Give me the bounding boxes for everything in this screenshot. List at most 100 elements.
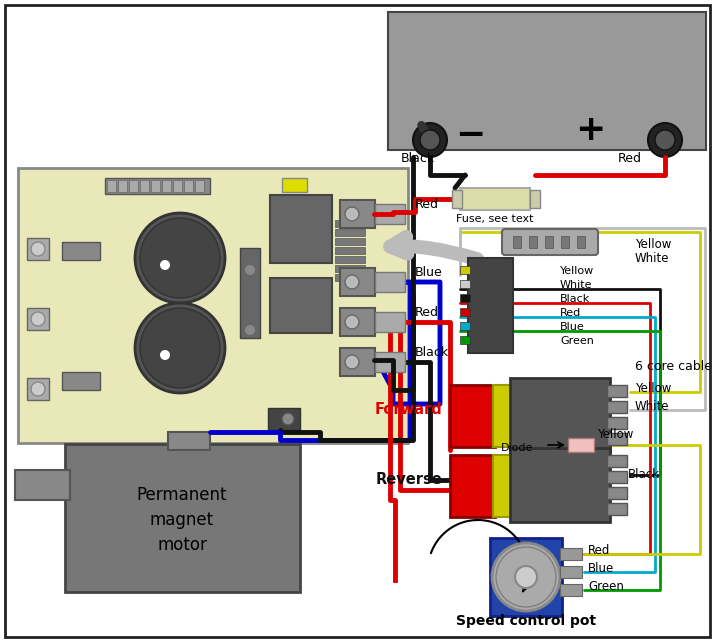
Circle shape	[345, 207, 359, 221]
Bar	[545, 236, 553, 248]
Bar	[282, 178, 307, 192]
Bar	[340, 348, 375, 376]
Circle shape	[492, 543, 560, 611]
Bar	[375, 312, 405, 332]
Text: Reverse: Reverse	[375, 472, 442, 487]
Text: Black: Black	[415, 346, 449, 359]
Bar	[460, 308, 470, 316]
Bar	[460, 294, 470, 302]
Circle shape	[345, 355, 359, 369]
Bar	[460, 266, 470, 274]
Circle shape	[135, 213, 225, 303]
Text: Forward: Forward	[374, 402, 442, 417]
Text: Red: Red	[560, 308, 581, 318]
Bar	[335, 256, 365, 263]
Bar	[490, 538, 562, 616]
Bar	[15, 470, 70, 500]
Bar	[513, 236, 521, 248]
Bar	[468, 258, 513, 353]
Text: Blue: Blue	[588, 562, 614, 575]
Bar	[375, 204, 405, 224]
Bar	[561, 236, 569, 248]
Bar	[375, 352, 405, 372]
Bar	[452, 190, 462, 208]
Bar	[607, 433, 627, 445]
Text: Black: Black	[560, 294, 591, 304]
Bar	[493, 385, 513, 447]
Text: Diode: Diode	[500, 443, 533, 453]
Circle shape	[648, 123, 682, 157]
Text: Blue: Blue	[560, 322, 585, 332]
Circle shape	[160, 260, 170, 270]
Bar	[140, 180, 149, 192]
Bar	[335, 238, 365, 245]
Text: +: +	[575, 113, 605, 147]
Bar	[335, 274, 365, 281]
Text: Yellow: Yellow	[560, 266, 594, 276]
Bar	[62, 242, 100, 260]
Bar	[118, 180, 127, 192]
Text: Red: Red	[588, 544, 611, 557]
Text: Speed control pot: Speed control pot	[456, 614, 596, 628]
Text: White: White	[635, 400, 669, 413]
Bar	[493, 455, 513, 517]
Bar	[560, 548, 582, 560]
Text: Red: Red	[415, 306, 439, 319]
Bar	[27, 378, 49, 400]
Bar	[340, 200, 375, 228]
Circle shape	[245, 325, 255, 335]
Text: Blue: Blue	[415, 266, 443, 279]
Bar	[607, 487, 627, 499]
Bar	[607, 417, 627, 429]
Bar	[607, 471, 627, 483]
Bar	[375, 272, 405, 292]
Text: 6 core cable: 6 core cable	[635, 360, 712, 373]
Bar	[270, 278, 332, 333]
Bar	[105, 178, 210, 194]
Bar	[460, 280, 470, 288]
FancyBboxPatch shape	[502, 229, 598, 255]
Circle shape	[140, 218, 220, 298]
Bar	[151, 180, 160, 192]
Bar	[195, 180, 204, 192]
Bar	[173, 180, 182, 192]
Bar	[335, 265, 365, 272]
Text: White: White	[635, 252, 669, 265]
Bar	[340, 308, 375, 336]
Circle shape	[282, 413, 294, 425]
Circle shape	[31, 312, 45, 326]
Bar	[335, 220, 365, 227]
Circle shape	[655, 130, 675, 150]
Bar	[107, 180, 116, 192]
Circle shape	[31, 242, 45, 256]
Bar	[62, 372, 100, 390]
Text: Yellow: Yellow	[597, 428, 633, 441]
Bar	[18, 168, 408, 443]
Circle shape	[413, 123, 447, 157]
Text: Red: Red	[618, 152, 642, 165]
Bar	[568, 438, 594, 452]
Circle shape	[140, 308, 220, 388]
Bar	[529, 236, 537, 248]
Bar	[560, 584, 582, 596]
Bar	[65, 444, 300, 592]
Text: Yellow: Yellow	[635, 238, 671, 251]
Circle shape	[420, 130, 440, 150]
Text: Green: Green	[588, 580, 624, 593]
Bar	[270, 195, 332, 263]
Bar	[168, 432, 210, 450]
Bar	[27, 308, 49, 330]
Circle shape	[135, 303, 225, 393]
Bar	[268, 408, 300, 430]
Bar	[460, 336, 470, 344]
Text: −: −	[455, 118, 485, 152]
Bar	[577, 236, 585, 248]
Circle shape	[515, 566, 537, 588]
Text: Red: Red	[415, 198, 439, 211]
Circle shape	[245, 265, 255, 275]
Circle shape	[345, 275, 359, 289]
Text: Yellow: Yellow	[635, 382, 671, 395]
Bar	[607, 385, 627, 397]
Bar	[162, 180, 171, 192]
Bar	[607, 455, 627, 467]
